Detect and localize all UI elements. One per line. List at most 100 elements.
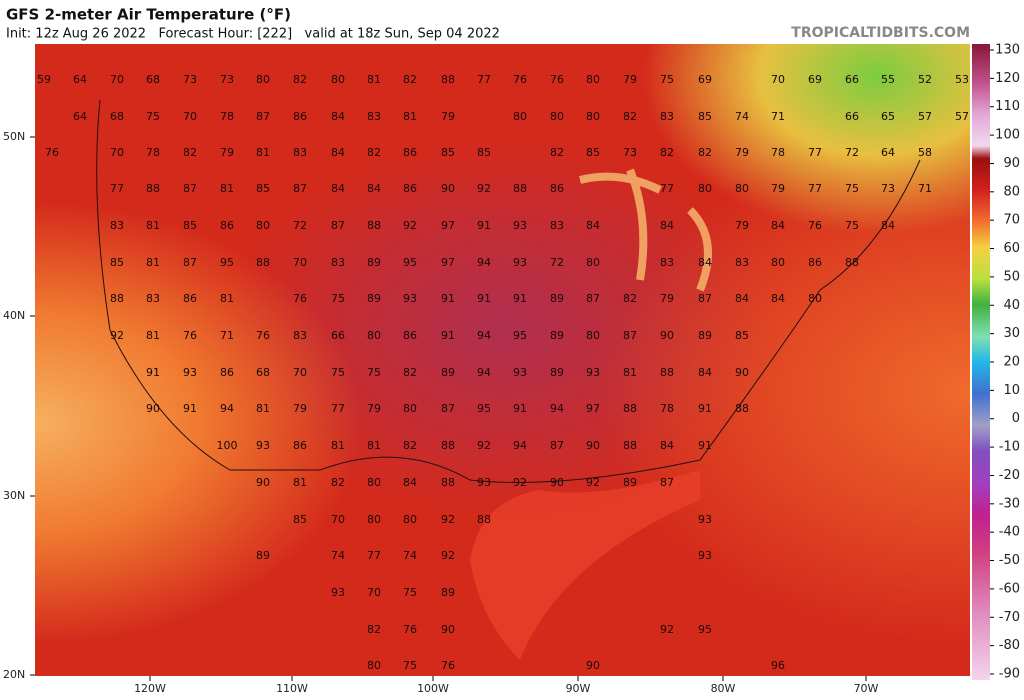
temperature-value: 90 [146, 402, 160, 415]
colorbar-label: 50 [1003, 269, 1020, 284]
temperature-value: 81 [403, 110, 417, 123]
temperature-value: 84 [331, 146, 345, 159]
lon-label: 90W [566, 682, 591, 695]
temperature-value: 94 [550, 402, 564, 415]
temperature-value: 93 [513, 219, 527, 232]
temperature-value: 94 [477, 329, 491, 342]
temperature-value: 93 [403, 292, 417, 305]
temperature-value: 81 [256, 402, 270, 415]
temperature-value: 81 [220, 292, 234, 305]
temperature-value: 76 [513, 73, 527, 86]
temperature-value: 82 [623, 292, 637, 305]
temperature-value: 84 [771, 292, 785, 305]
temperature-value: 86 [403, 146, 417, 159]
temperature-value: 90 [735, 366, 749, 379]
temperature-value: 93 [698, 513, 712, 526]
temperature-value: 77 [110, 182, 124, 195]
lon-label: 110W [276, 682, 308, 695]
temperature-value: 86 [403, 182, 417, 195]
temperature-value: 87 [331, 219, 345, 232]
temperature-value: 84 [586, 219, 600, 232]
temperature-value: 84 [735, 292, 749, 305]
temperature-value: 79 [660, 292, 674, 305]
temperature-value: 77 [367, 549, 381, 562]
temperature-value: 80 [367, 513, 381, 526]
temperature-value: 55 [881, 73, 895, 86]
colorbar-label: 80 [1003, 184, 1020, 199]
temperature-value: 86 [293, 439, 307, 452]
temperature-value: 85 [698, 110, 712, 123]
temperature-value: 86 [550, 182, 564, 195]
temperature-value: 81 [367, 73, 381, 86]
temperature-value: 84 [698, 256, 712, 269]
temperature-value: 81 [256, 146, 270, 159]
temperature-value: 89 [698, 329, 712, 342]
temperature-value: 85 [477, 146, 491, 159]
temperature-value: 57 [918, 110, 932, 123]
temperature-value: 89 [256, 549, 270, 562]
temperature-value: 90 [441, 182, 455, 195]
temperature-value: 82 [183, 146, 197, 159]
temperature-value: 66 [845, 73, 859, 86]
temperature-value: 93 [477, 476, 491, 489]
colorbar-label: 90 [1003, 156, 1020, 171]
temperature-value: 79 [771, 182, 785, 195]
temperature-value: 70 [183, 110, 197, 123]
temperature-value: 80 [367, 476, 381, 489]
temperature-value: 84 [403, 476, 417, 489]
temperature-value: 92 [477, 182, 491, 195]
temperature-value: 80 [331, 73, 345, 86]
temperature-value: 88 [441, 476, 455, 489]
temperature-value: 87 [441, 402, 455, 415]
temperature-value: 91 [513, 292, 527, 305]
lat-label: 50N [3, 130, 25, 143]
temperature-value: 80 [735, 182, 749, 195]
temperature-value: 73 [220, 73, 234, 86]
temperature-value: 91 [477, 292, 491, 305]
colorbar [972, 44, 990, 680]
temperature-value: 88 [256, 256, 270, 269]
subtitle: Init: 12z Aug 26 2022 Forecast Hour: [22… [6, 27, 500, 42]
temperature-value: 91 [513, 402, 527, 415]
temperature-value: 82 [698, 146, 712, 159]
temperature-value: 72 [293, 219, 307, 232]
temperature-value: 80 [586, 256, 600, 269]
temperature-value: 91 [698, 439, 712, 452]
colorbar-label: -40 [999, 525, 1020, 540]
temperature-value: 89 [441, 586, 455, 599]
temperature-value: 78 [146, 146, 160, 159]
temperature-value: 80 [403, 402, 417, 415]
temperature-value: 57 [955, 110, 969, 123]
temperature-value: 86 [808, 256, 822, 269]
temperature-value: 71 [918, 182, 932, 195]
temperature-value: 83 [146, 292, 160, 305]
temperature-value: 81 [293, 476, 307, 489]
temperature-value: 87 [586, 292, 600, 305]
colorbar-label: 70 [1003, 213, 1020, 228]
temperature-value: 69 [698, 73, 712, 86]
temperature-value: 89 [367, 256, 381, 269]
temperature-value: 95 [698, 623, 712, 636]
temperature-value: 89 [550, 292, 564, 305]
temperature-value: 83 [367, 110, 381, 123]
temperature-value: 94 [513, 439, 527, 452]
temperature-value: 64 [73, 110, 87, 123]
temperature-value: 84 [660, 439, 674, 452]
temperature-value: 79 [623, 73, 637, 86]
temperature-value: 82 [550, 146, 564, 159]
temperature-value: 88 [660, 366, 674, 379]
temperature-value: 88 [735, 402, 749, 415]
temperature-value: 87 [698, 292, 712, 305]
colorbar-label: -50 [999, 553, 1020, 568]
temperature-value: 68 [110, 110, 124, 123]
temperature-value: 82 [293, 73, 307, 86]
temperature-value: 84 [331, 182, 345, 195]
temperature-value: 80 [403, 513, 417, 526]
temperature-value: 75 [403, 659, 417, 672]
temperature-value: 87 [256, 110, 270, 123]
temperature-value: 82 [623, 110, 637, 123]
temperature-value: 68 [146, 73, 160, 86]
temperature-value: 78 [220, 110, 234, 123]
temperature-value: 88 [146, 182, 160, 195]
